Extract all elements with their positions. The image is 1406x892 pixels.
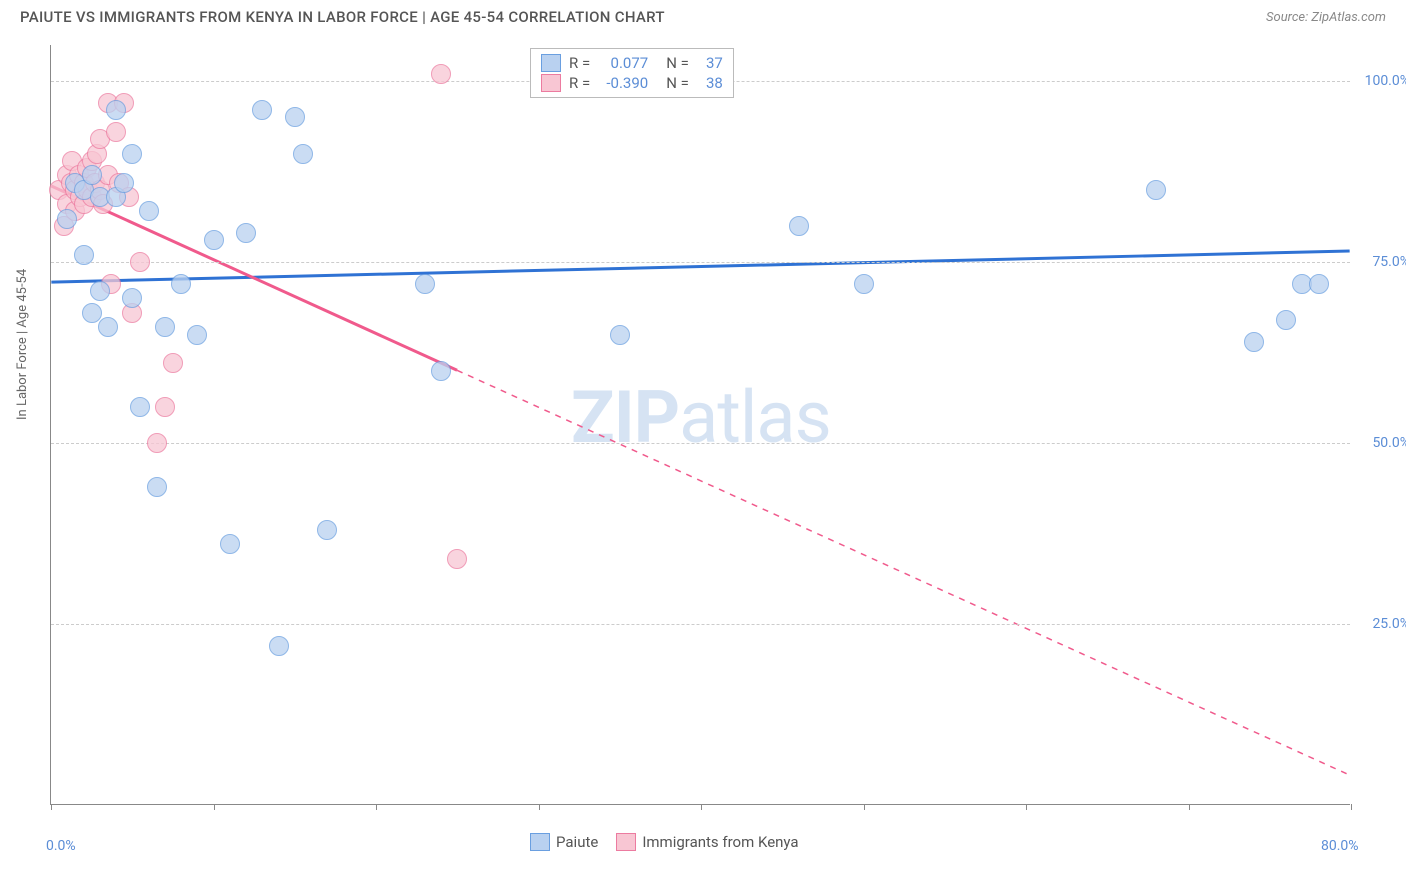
x-tick [1189,804,1190,810]
chart-plot-area: ZIPatlas 25.0%50.0%75.0%100.0%0.0%80.0% [50,45,1350,805]
scatter-point-blue [74,245,94,265]
scatter-point-blue [317,520,337,540]
x-tick [214,804,215,810]
x-tick-label: 0.0% [46,838,76,854]
legend-correlation-row: R =0.077N =37 [541,53,723,73]
y-tick-label: 100.0% [1365,73,1406,89]
scatter-point-blue [1309,274,1329,294]
y-tick-label: 25.0% [1372,616,1406,632]
scatter-point-blue [220,534,240,554]
scatter-point-pink [130,252,150,272]
x-tick [1351,804,1352,810]
series-legend: Paiute Immigrants from Kenya [530,833,799,851]
scatter-point-blue [789,216,809,236]
legend-series-item: Immigrants from Kenya [616,833,798,851]
scatter-point-blue [122,144,142,164]
x-tick [376,804,377,810]
scatter-point-blue [1276,310,1296,330]
x-tick [1026,804,1027,810]
legend-correlation-row: R =-0.390N =38 [541,73,723,93]
chart-title: PAIUTE VS IMMIGRANTS FROM KENYA IN LABOR… [20,8,665,26]
source-label: Source: ZipAtlas.com [1266,10,1386,25]
gridline-horizontal [51,443,1350,444]
scatter-point-blue [90,281,110,301]
scatter-point-blue [187,325,207,345]
scatter-point-pink [147,433,167,453]
scatter-point-blue [285,107,305,127]
correlation-legend: R =0.077N =37R =-0.390N =38 [530,48,734,98]
scatter-point-blue [1244,332,1264,352]
y-axis-label: In Labor Force | Age 45-54 [15,269,30,420]
scatter-point-blue [431,361,451,381]
scatter-point-pink [447,549,467,569]
scatter-point-blue [122,288,142,308]
regression-lines [51,45,1350,804]
scatter-point-blue [106,100,126,120]
gridline-horizontal [51,624,1350,625]
scatter-point-blue [269,636,289,656]
scatter-point-blue [854,274,874,294]
scatter-point-pink [155,397,175,417]
scatter-point-pink [106,122,126,142]
gridline-horizontal [51,262,1350,263]
y-tick-label: 75.0% [1372,254,1406,270]
scatter-point-blue [147,477,167,497]
scatter-point-blue [130,397,150,417]
x-tick [864,804,865,810]
x-tick-label: 80.0% [1321,838,1359,854]
scatter-point-blue [610,325,630,345]
scatter-point-blue [171,274,191,294]
legend-series-item: Paiute [530,833,598,851]
scatter-point-blue [98,317,118,337]
scatter-point-pink [163,353,183,373]
y-tick-label: 50.0% [1372,435,1406,451]
scatter-point-blue [139,201,159,221]
scatter-point-blue [57,209,77,229]
scatter-point-blue [415,274,435,294]
scatter-point-blue [82,165,102,185]
watermark: ZIPatlas [571,375,831,460]
scatter-point-blue [155,317,175,337]
x-tick [539,804,540,810]
x-tick [701,804,702,810]
scatter-point-blue [293,144,313,164]
scatter-point-blue [114,173,134,193]
scatter-point-blue [82,303,102,323]
scatter-point-blue [1146,180,1166,200]
scatter-point-blue [252,100,272,120]
x-tick [51,804,52,810]
scatter-point-blue [204,230,224,250]
scatter-point-pink [431,64,451,84]
scatter-point-blue [236,223,256,243]
